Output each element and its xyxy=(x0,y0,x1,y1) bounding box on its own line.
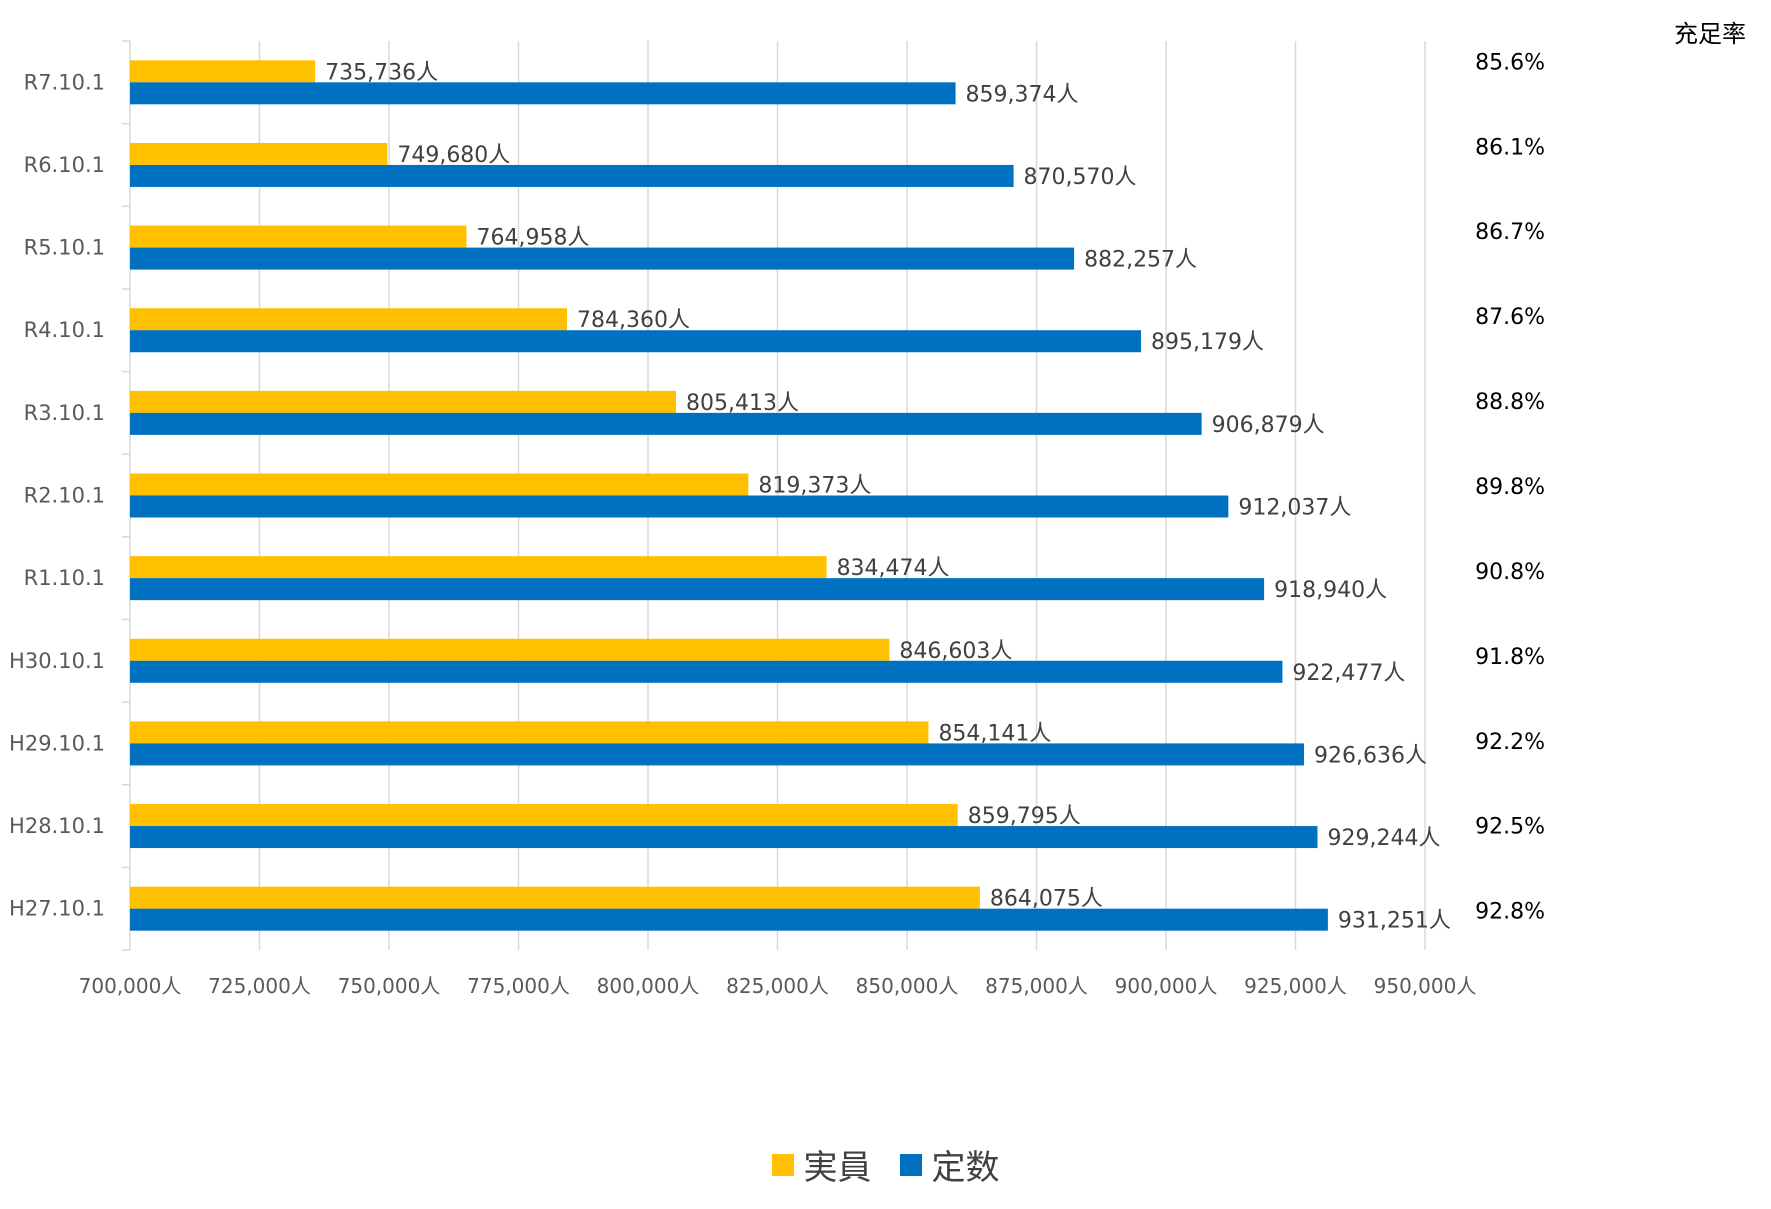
y-category-label: H28.10.1 xyxy=(9,814,105,838)
data-label-actual: 864,075人 xyxy=(990,887,1103,912)
x-tick-label: 775,000人 xyxy=(467,974,570,998)
x-tick-label: 875,000人 xyxy=(985,974,1088,998)
data-label-actual: 749,680人 xyxy=(397,143,510,168)
bar-quota xyxy=(130,660,1283,683)
bar-actual xyxy=(130,804,958,827)
data-label-quota: 882,257人 xyxy=(1084,248,1197,273)
legend-item-quota: 定数 xyxy=(899,1140,1000,1189)
bar-actual xyxy=(130,225,467,248)
legend-label-actual: 実員 xyxy=(803,1148,872,1188)
data-label-actual: 784,360人 xyxy=(577,308,690,333)
data-label-quota: 918,940人 xyxy=(1274,578,1387,603)
data-label-quota: 859,374人 xyxy=(966,82,1079,107)
data-label-actual: 834,474人 xyxy=(837,556,950,581)
x-tick-label: 825,000人 xyxy=(726,974,829,998)
x-tick-label: 850,000人 xyxy=(856,974,959,998)
x-tick-label: 925,000人 xyxy=(1244,974,1347,998)
fill-rate-value: 92.5% xyxy=(1475,815,1545,840)
bar-quota xyxy=(130,826,1318,849)
y-category-label: R6.10.1 xyxy=(24,153,105,177)
data-label-quota: 922,477人 xyxy=(1292,661,1405,686)
bars xyxy=(130,60,1328,931)
x-tick-label: 700,000人 xyxy=(79,974,182,998)
y-category-label: R1.10.1 xyxy=(24,566,105,590)
y-axis-category-labels: R7.10.1 R6.10.1 R5.10.1 R4.10.1 R3.10.1 R2.10… xyxy=(9,70,105,920)
data-label-quota: 926,636人 xyxy=(1314,743,1427,768)
data-label-actual: 735,736人 xyxy=(325,60,438,85)
data-label-actual: 805,413人 xyxy=(686,391,799,416)
bar-actual xyxy=(130,638,890,661)
bar-quota xyxy=(130,82,956,105)
y-category-label: H27.10.1 xyxy=(9,897,105,921)
bar-quota xyxy=(130,164,1014,187)
bar-quota xyxy=(130,578,1265,601)
fill-rate-value: 86.1% xyxy=(1475,135,1545,160)
data-label-actual: 764,958人 xyxy=(476,226,589,251)
bar-data-labels: 735,736人 859,374人 749,680人 870,570人 764,958人… xyxy=(325,60,1451,933)
data-label-quota: 870,570人 xyxy=(1024,165,1137,190)
bar-quota xyxy=(130,247,1075,270)
data-label-actual: 859,795人 xyxy=(968,804,1081,829)
bar-actual xyxy=(130,60,316,83)
legend-label-quota: 定数 xyxy=(931,1148,1000,1188)
x-axis-tick-labels: 700,000人 725,000人 750,000人 775,000人 800,000人… xyxy=(79,974,1477,998)
y-category-label: R2.10.1 xyxy=(24,484,105,508)
bar-actual xyxy=(130,390,677,413)
data-label-actual: 846,603人 xyxy=(899,639,1012,664)
legend: 実員 定数 xyxy=(0,1140,1771,1189)
x-tick-label: 900,000人 xyxy=(1115,974,1218,998)
y-category-label: R3.10.1 xyxy=(24,401,105,425)
bar-quota xyxy=(130,908,1328,931)
fill-rate-value: 85.6% xyxy=(1475,50,1545,75)
y-category-label: R7.10.1 xyxy=(24,70,105,94)
bar-actual xyxy=(130,556,827,579)
fill-rate-value: 92.8% xyxy=(1475,900,1545,925)
bar-quota xyxy=(130,495,1229,518)
legend-swatch-quota xyxy=(899,1153,922,1176)
fill-rate-value: 92.2% xyxy=(1475,730,1545,755)
x-tick-label: 800,000人 xyxy=(597,974,700,998)
fill-rate-column: 85.6% 86.1% 86.7% 87.6% 88.8% 89.8% 90.8% 91.8%… xyxy=(1475,50,1545,924)
bar-actual xyxy=(130,308,567,331)
data-label-quota: 929,244人 xyxy=(1327,826,1440,851)
bar-actual xyxy=(130,721,929,744)
fill-rate-value: 86.7% xyxy=(1475,220,1545,245)
data-label-quota: 906,879人 xyxy=(1212,413,1325,438)
x-tick-label: 950,000人 xyxy=(1374,974,1477,998)
bar-actual xyxy=(130,886,980,909)
data-label-quota: 895,179人 xyxy=(1151,330,1264,355)
bar-quota xyxy=(130,330,1142,353)
bar-actual xyxy=(130,142,388,165)
bar-quota xyxy=(130,743,1304,766)
legend-swatch-actual xyxy=(771,1153,794,1176)
fill-rate-value: 89.8% xyxy=(1475,475,1545,500)
data-label-quota: 912,037人 xyxy=(1238,496,1351,521)
y-category-label: R5.10.1 xyxy=(24,236,105,260)
fill-rate-value: 91.8% xyxy=(1475,645,1545,670)
y-category-label: R4.10.1 xyxy=(24,318,105,342)
data-label-actual: 819,373人 xyxy=(758,474,871,499)
fill-rate-value: 87.6% xyxy=(1475,305,1545,330)
x-tick-label: 725,000人 xyxy=(208,974,311,998)
bar-actual xyxy=(130,473,749,496)
data-label-actual: 854,141人 xyxy=(938,721,1051,746)
x-tick-label: 750,000人 xyxy=(338,974,441,998)
fill-rate-value: 88.8% xyxy=(1475,390,1545,415)
data-label-quota: 931,251人 xyxy=(1338,909,1451,934)
fill-rate-title: 充足率 xyxy=(1674,20,1746,48)
legend-item-actual: 実員 xyxy=(771,1140,872,1189)
y-category-label: H29.10.1 xyxy=(9,731,105,755)
y-category-label: H30.10.1 xyxy=(9,649,105,673)
bar-quota xyxy=(130,412,1202,435)
fill-rate-value: 90.8% xyxy=(1475,560,1545,585)
